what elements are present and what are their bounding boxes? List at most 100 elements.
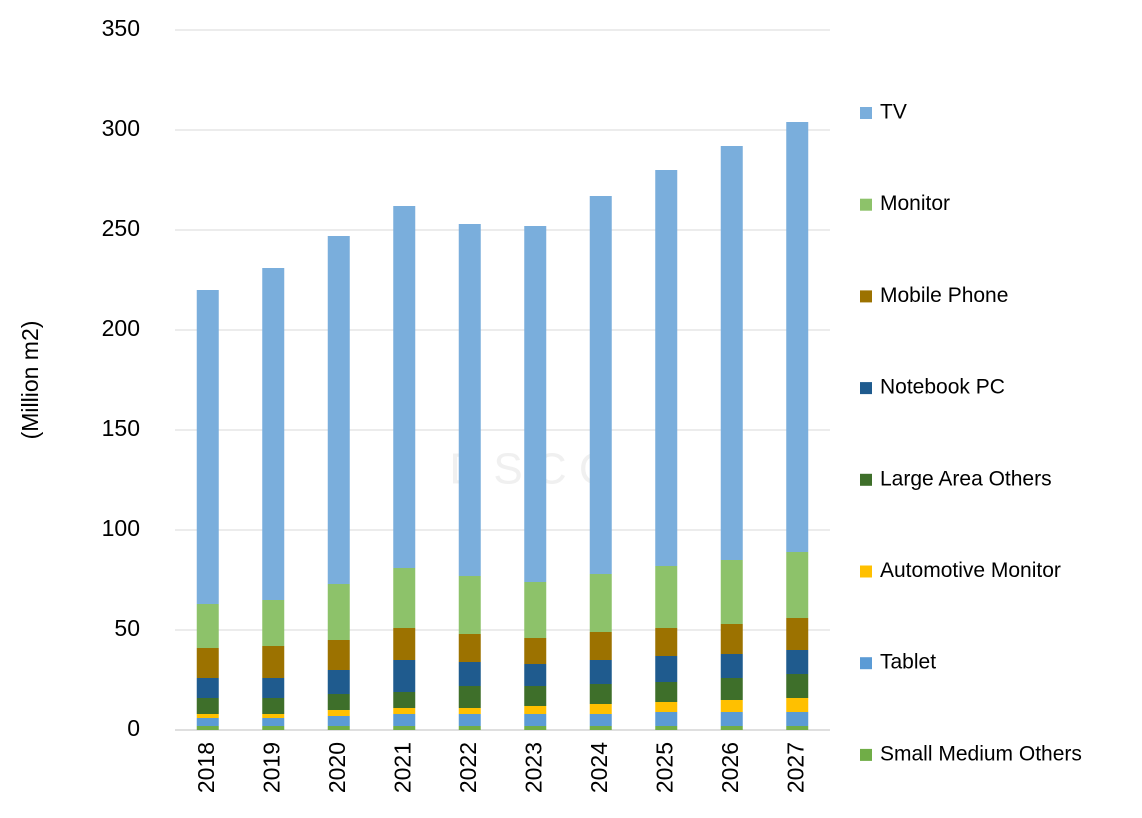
y-tick-label: 350 <box>102 15 140 41</box>
bar-segment <box>720 654 743 678</box>
x-tick-label: 2024 <box>586 742 612 793</box>
bar-segment <box>655 726 678 730</box>
x-tick-label: 2023 <box>520 742 546 793</box>
x-tick-label: 2026 <box>717 742 743 793</box>
x-tick-label: 2021 <box>389 742 415 793</box>
legend-label: Large Area Others <box>880 467 1052 490</box>
bar-segment <box>262 718 285 726</box>
bar-segment <box>262 268 285 600</box>
bar-segment <box>327 716 350 726</box>
bar-segment <box>262 678 285 698</box>
legend-swatch <box>860 657 872 670</box>
x-tick-label: 2018 <box>193 742 219 793</box>
bar-segment <box>720 712 743 726</box>
bar-segment <box>786 650 809 674</box>
y-tick-label: 300 <box>102 115 140 141</box>
bar-segment <box>720 726 743 730</box>
y-tick-label: 50 <box>114 615 140 641</box>
bar-segment <box>262 726 285 730</box>
bar-segment <box>458 576 481 634</box>
bar-segment <box>196 604 219 648</box>
bar-segment <box>327 670 350 694</box>
bar-segment <box>655 712 678 726</box>
y-tick-label: 200 <box>102 315 140 341</box>
bar-segment <box>786 674 809 698</box>
bar-segment <box>196 714 219 718</box>
bar-segment <box>196 726 219 730</box>
bar-segment <box>524 686 547 706</box>
legend-swatch <box>860 198 872 211</box>
bar-segment <box>327 584 350 640</box>
legend-swatch <box>860 565 872 578</box>
legend-label: Mobile Phone <box>880 284 1008 307</box>
legend-swatch <box>860 107 872 119</box>
bar-segment <box>589 632 612 660</box>
bar-segment <box>786 122 809 552</box>
bar-segment <box>327 710 350 716</box>
legend-swatch <box>860 748 872 761</box>
y-axis-label: (Million m2) <box>17 321 43 440</box>
bar-segment <box>458 726 481 730</box>
bar-segment <box>720 560 743 624</box>
y-tick-label: 0 <box>127 715 140 741</box>
bar-segment <box>458 686 481 708</box>
bar-segment <box>524 226 547 582</box>
bar-segment <box>327 694 350 710</box>
bar-segment <box>589 574 612 632</box>
bar-segment <box>458 634 481 662</box>
bar-segment <box>786 618 809 650</box>
bar-segment <box>524 706 547 714</box>
bar-segment <box>393 714 416 726</box>
bar-segment <box>458 662 481 686</box>
bar-segment <box>589 704 612 714</box>
x-tick-label: 2027 <box>782 742 808 793</box>
bar-segment <box>655 170 678 566</box>
legend-label: Tablet <box>880 651 936 674</box>
bar-segment <box>524 582 547 638</box>
y-tick-label: 250 <box>102 215 140 241</box>
legend-label: Notebook PC <box>880 376 1005 399</box>
legend-label: TV <box>880 101 907 124</box>
bar-segment <box>327 726 350 730</box>
bar-segment <box>786 698 809 712</box>
bar-segment <box>458 708 481 714</box>
x-tick-label: 2020 <box>324 742 350 793</box>
bar-segment <box>720 146 743 560</box>
bar-segment <box>655 656 678 682</box>
bar-segment <box>196 648 219 678</box>
bar-segment <box>589 660 612 684</box>
legend-swatch <box>860 290 872 303</box>
bar-segment <box>655 702 678 712</box>
bar-segment <box>786 552 809 618</box>
bar-segment <box>458 714 481 726</box>
bar-segment <box>786 712 809 726</box>
bar-segment <box>262 646 285 678</box>
bar-segment <box>524 714 547 726</box>
bar-segment <box>393 206 416 568</box>
bar-segment <box>393 692 416 708</box>
bar-segment <box>196 718 219 726</box>
bar-segment <box>262 600 285 646</box>
bar-segment <box>327 640 350 670</box>
bar-segment <box>720 700 743 712</box>
bar-segment <box>655 682 678 702</box>
bar-segment <box>655 566 678 628</box>
bar-segment <box>458 224 481 576</box>
bar-segment <box>589 726 612 730</box>
bar-segment <box>196 678 219 698</box>
bar-segment <box>393 568 416 628</box>
x-tick-label: 2022 <box>455 742 481 793</box>
legend-swatch <box>860 382 872 395</box>
bar-segment <box>262 698 285 714</box>
bar-segment <box>393 628 416 660</box>
bar-segment <box>327 236 350 584</box>
bar-segment <box>196 698 219 714</box>
bar-segment <box>589 196 612 574</box>
bar-segment <box>262 714 285 718</box>
bar-segment <box>196 290 219 604</box>
bar-segment <box>589 714 612 726</box>
legend-swatch <box>860 473 872 486</box>
x-tick-label: 2025 <box>651 742 677 793</box>
bar-segment <box>393 708 416 714</box>
